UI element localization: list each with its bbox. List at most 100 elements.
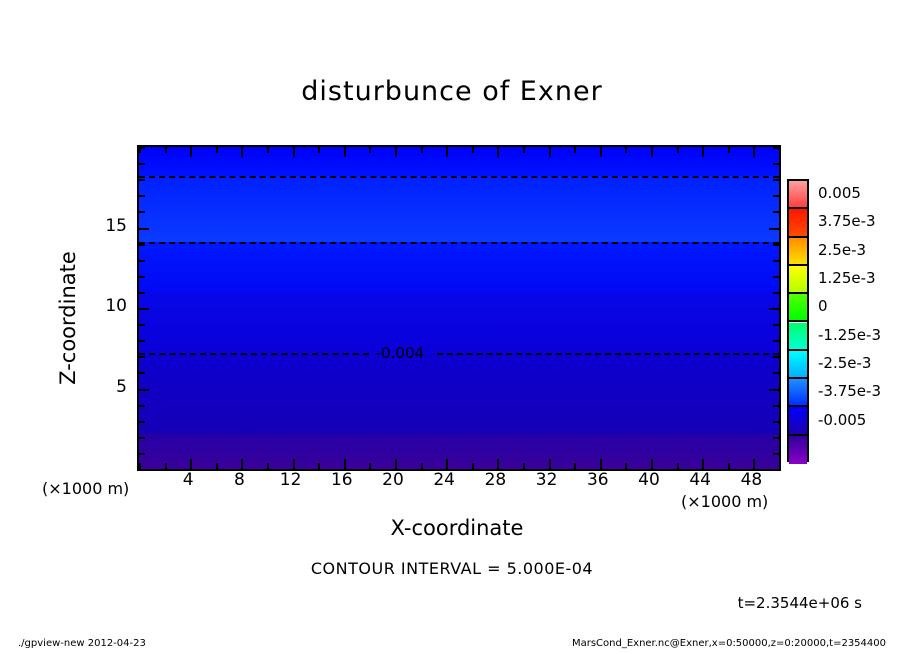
colorbar-tick-label: 3.75e-3 xyxy=(818,212,876,231)
x-axis-tick xyxy=(574,463,577,469)
y-axis-tick xyxy=(773,356,779,359)
contour-interval-note: CONTOUR INTERVAL = 5.000E-04 xyxy=(310,559,594,578)
y-axis-tick xyxy=(773,243,779,246)
x-tick-label: 16 xyxy=(330,470,353,490)
colorbar-tick-label: -0.005 xyxy=(818,410,867,429)
x-axis-tick xyxy=(446,147,449,157)
y-axis-tick xyxy=(139,469,145,471)
y-axis-tick xyxy=(773,340,779,343)
colorbar-segment xyxy=(789,435,807,464)
y-axis-tick xyxy=(139,291,145,294)
x-axis-tick xyxy=(369,463,372,469)
x-axis-tick xyxy=(651,147,653,157)
contour-band xyxy=(139,291,779,354)
y-axis-tick xyxy=(139,147,145,149)
x-tick-label: 20 xyxy=(382,470,404,490)
y-tick-label-group: 5 10 15 xyxy=(95,145,127,467)
colorbar-segment xyxy=(789,294,807,323)
contour-line xyxy=(139,241,779,244)
colorbar-segment xyxy=(789,350,807,380)
x-axis-tick xyxy=(164,147,167,153)
y-axis-title: Z-coordinate xyxy=(56,251,80,385)
x-axis-tick xyxy=(753,147,756,157)
x-axis-tick xyxy=(625,463,628,469)
footer-command-label: ./gpview-new 2012-04-23 xyxy=(18,638,146,649)
x-axis-tick xyxy=(676,463,679,469)
x-tick-label: 32 xyxy=(535,470,558,490)
y-axis-unit-label: (×1000 m) xyxy=(42,479,130,498)
y-axis-tick xyxy=(773,420,779,423)
x-tick-label: 24 xyxy=(433,470,456,490)
x-axis-tick xyxy=(779,463,781,469)
x-tick-label: 44 xyxy=(689,470,712,490)
x-axis-tick xyxy=(779,147,781,153)
colorbar-tick-label: -1.25e-3 xyxy=(818,325,881,344)
y-axis-tick xyxy=(773,275,779,278)
x-axis-tick xyxy=(395,459,397,469)
colorbar-segment xyxy=(789,237,807,266)
y-axis-tick xyxy=(139,372,145,375)
y-axis-tick xyxy=(773,372,779,375)
x-tick-label: 4 xyxy=(182,470,194,490)
x-axis-tick xyxy=(343,459,346,469)
y-axis-tick xyxy=(139,324,145,327)
contour-band xyxy=(139,433,779,469)
colorbar-tick-label: -3.75e-3 xyxy=(818,382,881,401)
x-axis-tick xyxy=(727,147,730,153)
y-axis-tick xyxy=(773,147,779,149)
x-axis-tick xyxy=(471,463,474,469)
contour-band xyxy=(139,175,779,242)
y-axis-tick xyxy=(139,452,145,455)
x-axis-tick xyxy=(139,463,141,469)
x-tick-label: 8 xyxy=(233,470,245,490)
y-axis-tick xyxy=(139,275,145,278)
x-axis-tick xyxy=(599,147,602,157)
x-axis-tick xyxy=(190,147,193,157)
x-axis-tick xyxy=(215,463,218,469)
x-axis-tick xyxy=(343,147,346,157)
x-axis-tick xyxy=(676,147,679,153)
x-axis-tick xyxy=(625,147,628,153)
contour-band xyxy=(139,147,779,176)
colorbar xyxy=(787,179,809,464)
y-axis-tick xyxy=(139,388,149,391)
colorbar-segment xyxy=(789,322,807,351)
x-tick-label: 48 xyxy=(740,470,763,490)
colorbar-tick-label: 2.5e-3 xyxy=(818,240,867,259)
x-axis-tick xyxy=(369,147,372,153)
x-axis-tick xyxy=(446,459,449,469)
x-axis-tick xyxy=(753,459,756,469)
colorbar-tick-label: 0.005 xyxy=(818,184,861,203)
x-axis-tick xyxy=(395,147,397,157)
contour-line xyxy=(139,353,369,356)
y-axis-tick xyxy=(139,163,145,166)
page-title: disturbunce of Exner xyxy=(301,76,603,107)
x-axis-tick xyxy=(574,147,577,153)
y-axis-tick xyxy=(139,356,145,359)
x-axis-tick xyxy=(497,147,500,157)
y-axis-tick xyxy=(139,243,145,246)
x-axis-tick xyxy=(651,459,653,469)
y-axis-tick xyxy=(773,404,779,407)
y-axis-tick xyxy=(773,179,779,182)
x-axis-tick xyxy=(215,147,218,153)
colorbar-segment xyxy=(789,407,807,436)
colorbar-segment xyxy=(789,181,807,210)
x-axis-tick xyxy=(548,147,551,157)
x-axis-tick xyxy=(164,463,167,469)
footer-source-label: MarsCond_Exner.nc@Exner,x=0:50000,z=0:20… xyxy=(571,638,886,649)
x-axis-tick xyxy=(292,147,295,157)
x-tick-label: 12 xyxy=(279,470,302,490)
x-axis-tick xyxy=(241,459,244,469)
x-axis-tick xyxy=(523,463,525,469)
x-axis-tick xyxy=(190,459,193,469)
x-axis-title: X-coordinate xyxy=(390,516,524,540)
y-axis-tick xyxy=(773,436,779,439)
x-axis-tick xyxy=(267,147,269,153)
contour-value-label: -0.004 xyxy=(375,344,425,363)
y-axis-tick xyxy=(139,420,145,423)
contour-band xyxy=(139,241,779,292)
x-axis-tick xyxy=(292,459,295,469)
y-axis-tick xyxy=(139,308,149,310)
x-axis-tick xyxy=(420,463,423,469)
